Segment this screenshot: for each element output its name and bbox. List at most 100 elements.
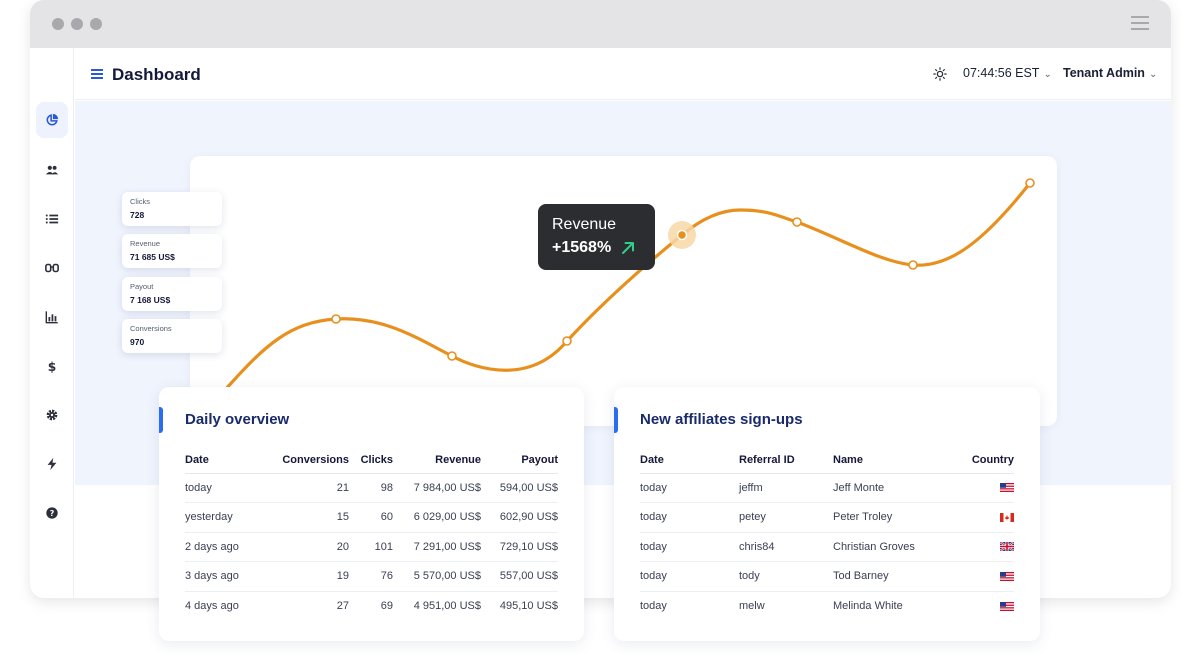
column-header[interactable]: Clicks (349, 447, 393, 474)
cell-payout: 495,10 US$ (499, 600, 558, 612)
cell-conversions: 20 (279, 532, 349, 562)
table-row[interactable]: 4 days ago 27 69 4 951,00 US$ 495,10 US$ (185, 591, 558, 621)
canada-flag-icon (1000, 512, 1014, 522)
sidebar-item-automation[interactable] (36, 446, 68, 482)
window-menu-icon[interactable] (1131, 16, 1149, 30)
menu-icon[interactable] (91, 69, 103, 79)
cell-clicks: 76 (349, 561, 393, 592)
card-title: Daily overview (185, 411, 290, 428)
sidebar-item-tracking[interactable] (36, 250, 68, 286)
window-maximize-dot[interactable] (90, 18, 102, 30)
cell-clicks: 101 (349, 532, 393, 562)
svg-text:?: ? (50, 509, 55, 518)
revenue-curve-line (223, 181, 1032, 392)
cell-country (933, 502, 1014, 533)
stat-card-conversions: Conversions 970 (122, 319, 222, 353)
sidebar-item-dashboard[interactable] (36, 102, 68, 138)
cell-country (933, 591, 1014, 621)
card-accent (159, 407, 163, 433)
sidebar-item-settings[interactable] (36, 397, 68, 433)
cell-date: today (640, 532, 739, 562)
column-header[interactable]: Country (933, 447, 1014, 474)
svg-text:$: $ (48, 360, 57, 373)
column-header[interactable]: Name (833, 447, 933, 474)
cell-revenue: 6 029,00 US$ (393, 502, 481, 533)
cell-referral-id: melw (739, 600, 765, 612)
stat-card-clicks: Clicks 728 (122, 192, 222, 226)
cell-payout: 729,10 US$ (481, 532, 558, 562)
tooltip-title: Revenue (552, 216, 617, 233)
revenue-tooltip: Revenue +1568% (538, 204, 655, 270)
cell-name: Jeff Monte (833, 473, 933, 503)
cell-country (933, 473, 1014, 503)
stat-label: Conversions (130, 324, 172, 333)
curve-point (447, 351, 457, 361)
user-menu[interactable]: Tenant Admin ⌄ (1063, 66, 1157, 80)
cell-referral-id: jeffm (739, 473, 833, 503)
cell-name: Tod Barney (833, 561, 933, 592)
clock-dropdown[interactable]: 07:44:56 EST ⌄ (963, 66, 1052, 80)
bar-chart-icon (45, 311, 58, 324)
cell-clicks: 98 (349, 473, 393, 503)
curve-point (331, 314, 341, 324)
page-title: Dashboard (112, 65, 201, 84)
table-row[interactable]: today melw Melinda White (640, 591, 1014, 621)
affiliates-signups-card: New affiliates sign-ups Date Referral ID… (614, 387, 1040, 641)
affiliates-table: Date Referral ID Name Country today jeff… (640, 447, 1014, 621)
table-row[interactable]: today 21 98 7 984,00 US$ 594,00 US$ (185, 473, 558, 503)
cell-date: today (640, 473, 739, 503)
column-header[interactable]: Revenue (393, 447, 481, 474)
chevron-down-icon: ⌄ (1148, 69, 1158, 80)
sidebar-item-reports[interactable] (36, 299, 68, 335)
stat-label: Payout (130, 282, 154, 291)
window-minimize-dot[interactable] (71, 18, 83, 30)
curve-point (792, 217, 802, 227)
cell-referral-id: chris84 (739, 532, 833, 562)
sun-icon[interactable] (933, 67, 947, 81)
table-row[interactable]: 2 days ago 20 101 7 291,00 US$ 729,10 US… (185, 532, 558, 562)
cell-revenue: 7 984,00 US$ (393, 473, 481, 503)
table-header-row: Date Referral ID Name Country (640, 447, 1014, 474)
cell-payout: 602,90 US$ (481, 502, 558, 533)
stat-value: 728 (130, 210, 145, 220)
cell-revenue: 7 291,00 US$ (393, 532, 481, 562)
column-header[interactable]: Referral ID (739, 447, 833, 474)
cell-conversions: 15 (279, 502, 349, 533)
users-icon (45, 165, 59, 175)
cell-conversions: 21 (279, 473, 349, 503)
help-icon: ? (46, 507, 58, 519)
table-row[interactable]: today tody Tod Barney (640, 561, 1014, 592)
arrow-up-right-icon (622, 242, 634, 254)
column-header[interactable]: Conversions (279, 447, 349, 474)
cell-clicks: 60 (349, 502, 393, 533)
cell-country (933, 532, 1014, 562)
clock-time: 07:44:56 EST (963, 66, 1040, 80)
chevron-down-icon: ⌄ (1043, 69, 1052, 80)
window-close-dot[interactable] (52, 18, 64, 30)
table-row[interactable]: today jeffm Jeff Monte (640, 473, 1014, 503)
cell-payout: 594,00 US$ (481, 473, 558, 503)
column-header[interactable]: Date (640, 447, 739, 474)
stat-card-payout: Payout 7 168 US$ (122, 277, 222, 311)
card-title: New affiliates sign-ups (640, 411, 803, 428)
table-row[interactable]: today petey Peter Troley (640, 502, 1014, 533)
title-bar (30, 0, 1171, 48)
cell-revenue: 4 951,00 US$ (413, 600, 481, 612)
sidebar-item-payments[interactable]: $ (36, 348, 68, 384)
table-row[interactable]: today chris84 Christian Groves (640, 532, 1014, 562)
column-header[interactable]: Date (185, 447, 279, 474)
cell-name: Christian Groves (833, 532, 933, 562)
curve-point (908, 260, 918, 270)
cell-date: today (640, 600, 667, 612)
table-header-row: Date Conversions Clicks Revenue Payout (185, 447, 558, 474)
us-flag-icon (1000, 483, 1014, 493)
sidebar-item-list[interactable] (36, 201, 68, 237)
sidebar-item-users[interactable] (36, 152, 68, 188)
table-row[interactable]: yesterday 15 60 6 029,00 US$ 602,90 US$ (185, 502, 558, 533)
table-row[interactable]: 3 days ago 19 76 5 570,00 US$ 557,00 US$ (185, 561, 558, 592)
sidebar-item-help[interactable]: ? (36, 495, 68, 531)
pie-chart-icon (46, 113, 59, 126)
column-header[interactable]: Payout (481, 447, 558, 474)
cell-date: 2 days ago (185, 532, 279, 562)
card-accent (614, 407, 618, 433)
